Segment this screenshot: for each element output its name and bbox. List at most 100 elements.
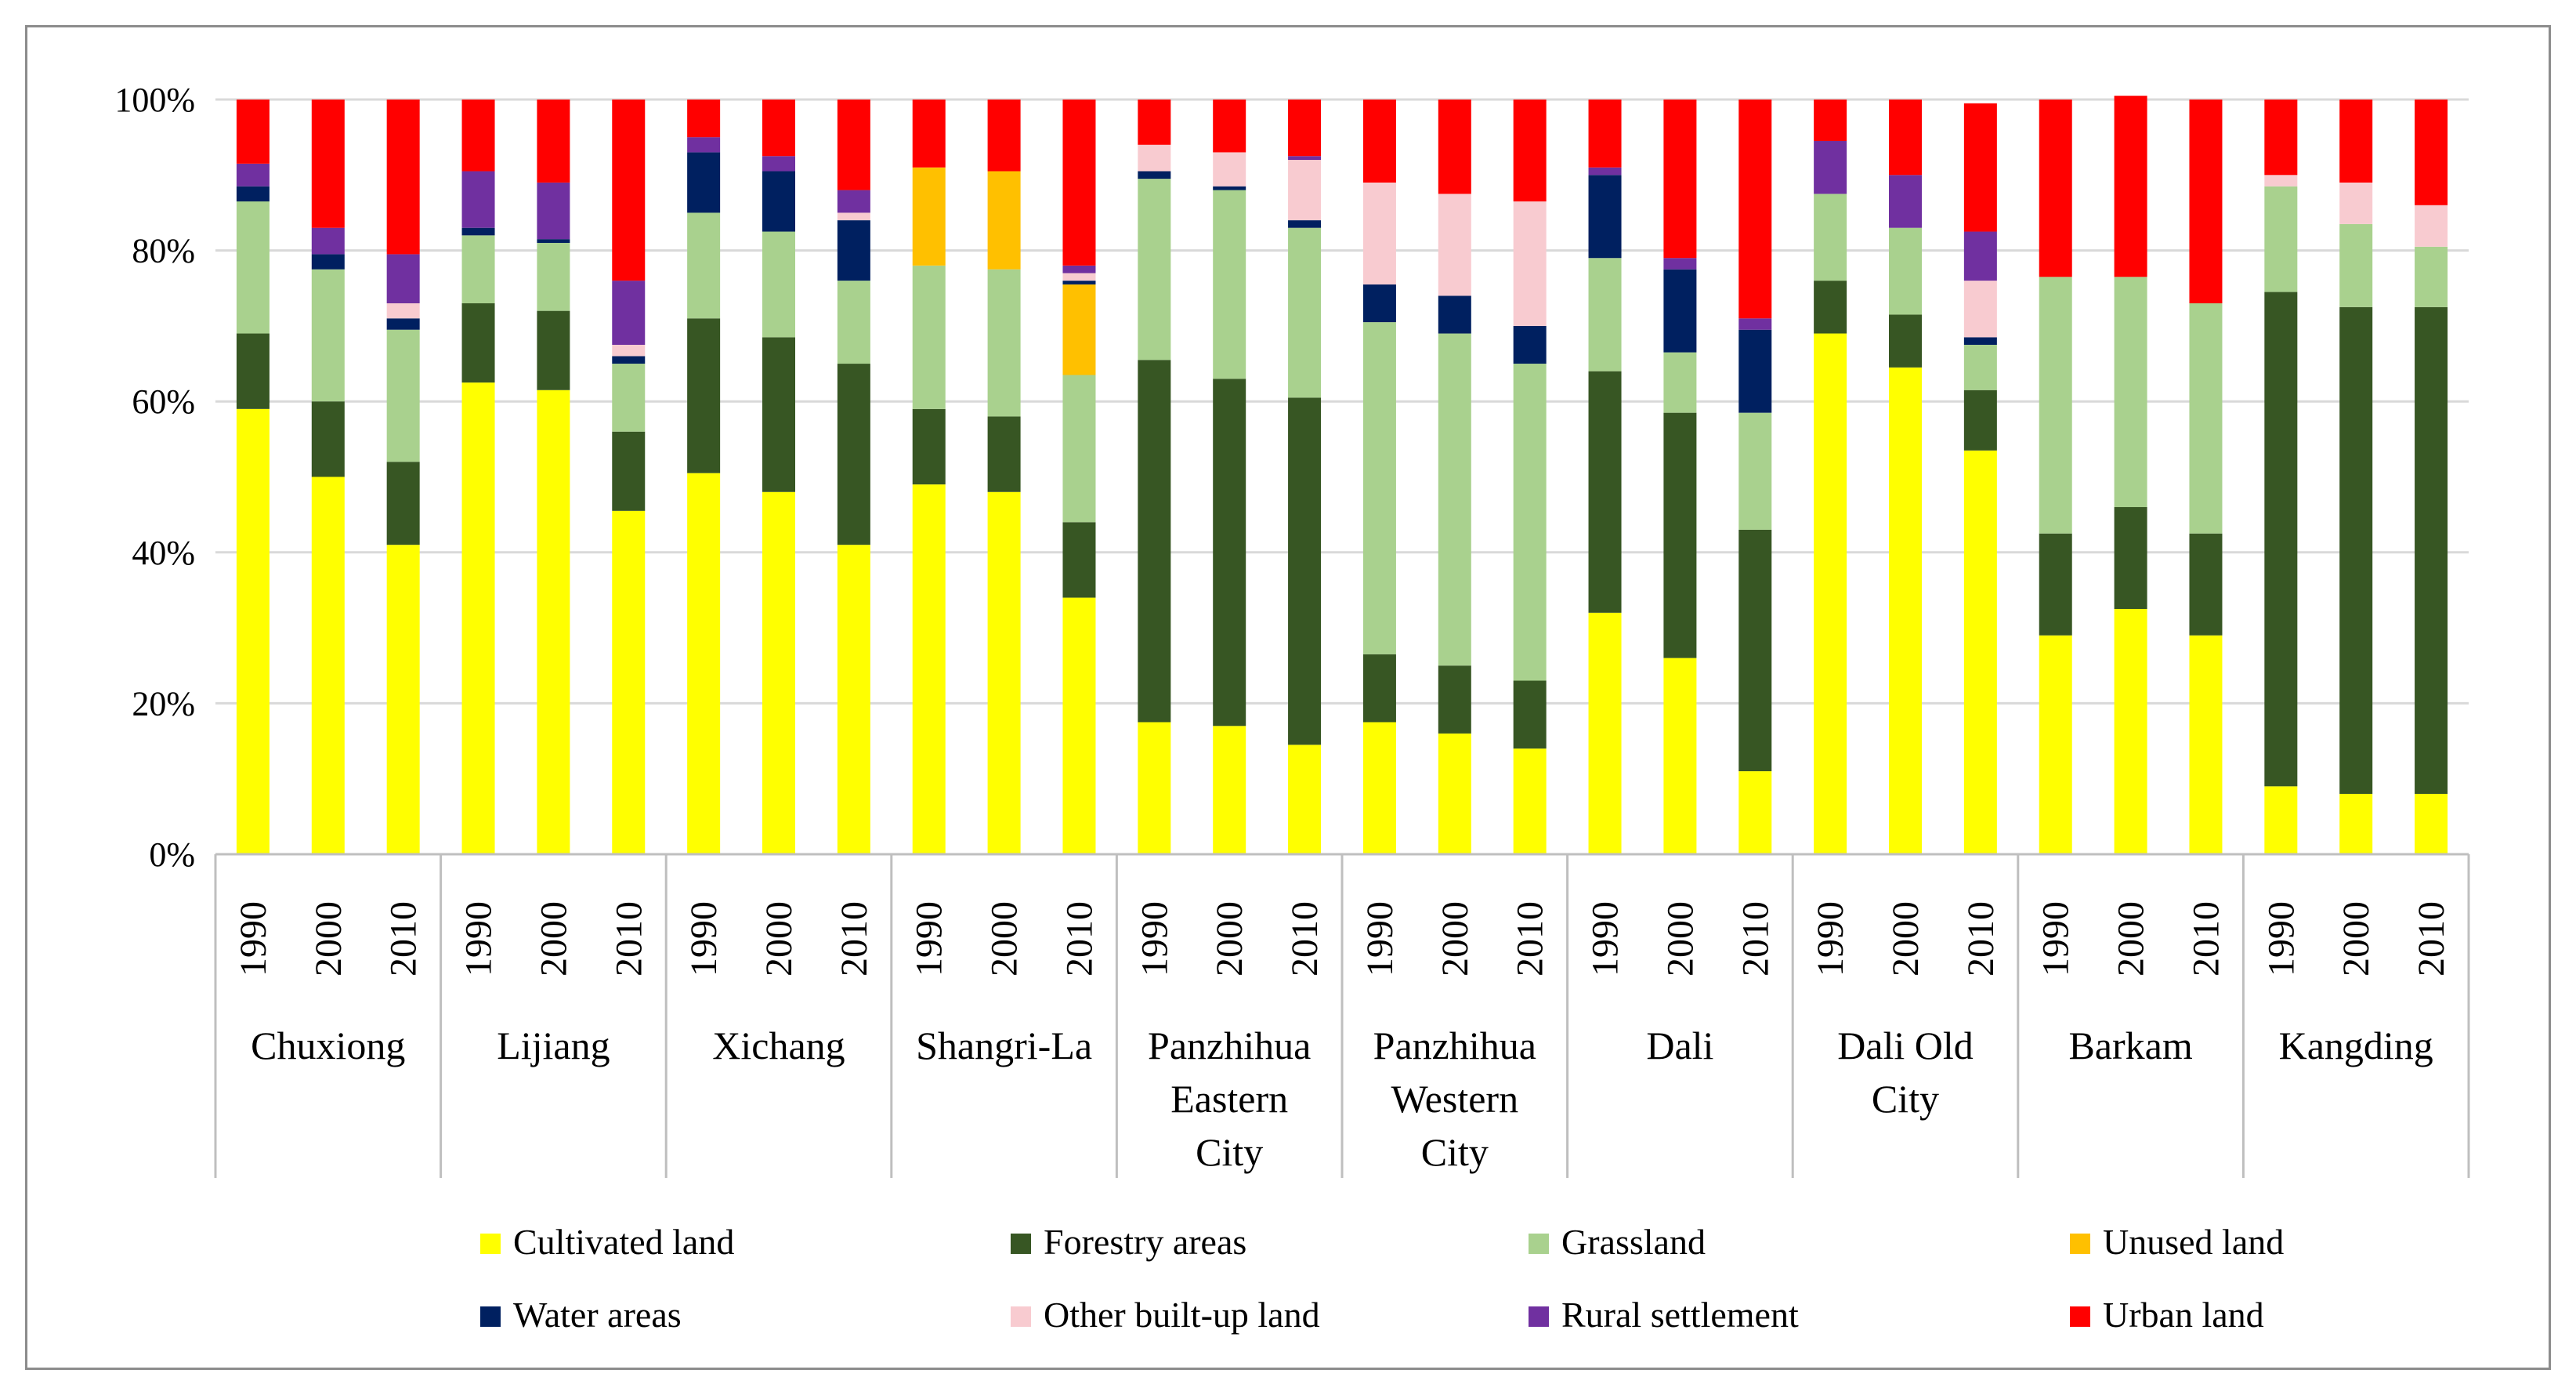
city-label: Panzhihua Eastern City [1148,1024,1311,1174]
bar-segment [1814,194,1847,281]
bar-segment [2415,306,2448,794]
city-label: Chuxiong [251,1024,405,1067]
bar-segment [2415,205,2448,247]
bar-segment [537,390,570,854]
legend-item: Cultivated land [480,1222,734,1262]
bar-segment [2339,182,2373,224]
year-label: 2000 [984,901,1026,976]
year-label: 2010 [1960,901,2002,976]
legend-swatch [2070,1234,2090,1254]
year-label: 2000 [308,901,349,976]
year-label: 2010 [834,901,875,976]
bar-segment [2114,609,2147,854]
bar-segment [762,491,795,854]
bar-segment [1738,318,1772,330]
bar-segment [1362,654,1396,723]
bar-segment [1814,100,1847,141]
bar-segment [1889,314,1922,368]
bar-segment [1062,273,1096,281]
bar-segment [987,100,1021,172]
bar-segment [386,318,420,330]
legend-label: Rural settlement [1561,1295,1799,1335]
legend-label: Unused land [2103,1222,2284,1262]
bar-segment [837,212,870,221]
year-label: 1990 [2035,901,2077,976]
city-label: Dali Old City [1837,1024,1974,1121]
bar-segment [1513,680,1547,749]
bar-segment [236,201,270,334]
bar-segment [461,100,495,172]
bar-segment [612,510,646,854]
city-label: Lijiang [497,1024,610,1067]
bar-segment [386,329,420,462]
city-label: Xichang [712,1024,845,1067]
year-label: 1990 [1810,901,1851,976]
bar-segment [1138,100,1171,145]
bar-segment [1213,726,1246,854]
legend-item: Urban land [2070,1295,2264,1335]
bar-segment [236,163,270,187]
bar-segment [762,231,795,338]
bar-segment [461,235,495,304]
bar-segment [386,100,420,255]
bar-segment [1362,182,1396,284]
bar-segment [236,408,270,854]
bar-segment [2339,223,2373,307]
bar-segment [912,484,946,854]
bar-segment [1213,186,1246,190]
bar-segment [386,303,420,319]
y-tick-label: 40% [132,534,195,572]
year-label: 2000 [1659,901,1701,976]
bars [236,96,2448,854]
bar-segment [1213,379,1246,726]
bar-segment [612,100,646,281]
bar-segment [1663,658,1697,854]
legend-item: Rural settlement [1529,1295,1799,1335]
year-label: 2010 [2411,901,2452,976]
year-label: 2010 [1284,901,1326,976]
year-label: 1990 [1134,901,1175,976]
bar-segment [1362,284,1396,323]
bar-segment [687,318,721,473]
bar-segment [1738,412,1772,530]
year-label: 1990 [458,901,500,976]
bar-segment [762,100,795,157]
bar-segment [837,545,870,854]
bar-segment [1513,748,1547,854]
bar-segment [912,167,946,266]
year-label: 2010 [1735,901,1776,976]
bar-segment [311,401,345,477]
bar-segment [2039,100,2072,277]
bar-segment [461,171,495,228]
bar-segment [837,100,870,190]
legend-item: Unused land [2070,1222,2284,1262]
bar-segment [987,491,1021,854]
bar-segment [236,186,270,202]
bar-segment [2415,793,2448,854]
bar-segment [2339,306,2373,794]
bar-segment [837,220,870,281]
bar-segment [1588,258,1622,371]
legend-swatch [2070,1306,2090,1327]
bar-segment [1663,352,1697,413]
bar-segment [1213,152,1246,187]
year-label: 1990 [1585,901,1626,976]
bar-segment [1362,322,1396,654]
bar-segment [1213,100,1246,153]
legend-label: Urban land [2103,1295,2264,1335]
bar-segment [1438,333,1471,666]
gridlines [215,98,2469,705]
bar-segment [1963,281,1997,338]
legend-swatch [480,1234,501,1254]
bar-segment [1588,612,1622,854]
bar-segment [1663,412,1697,658]
bar-segment [537,100,570,183]
bar-segment [311,100,345,228]
bar-segment [912,100,946,168]
bar-segment [612,344,646,357]
bar-segment [1062,281,1096,284]
bar-segment [687,100,721,138]
city-label: Shangri-La [916,1024,1092,1067]
bar-segment [1138,144,1171,172]
bar-segment [386,254,420,304]
